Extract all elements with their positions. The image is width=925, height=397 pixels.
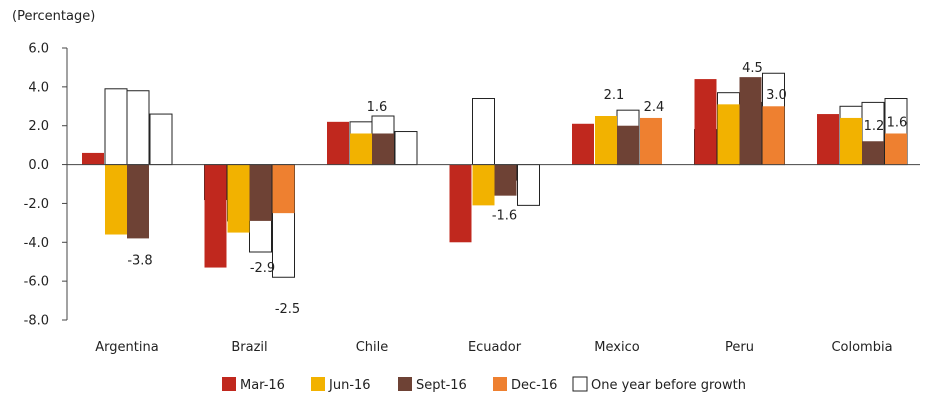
bar-dec-16 — [640, 117, 662, 165]
data-label: -3.8 — [127, 253, 152, 268]
data-label: 4.5 — [742, 61, 763, 76]
prior-bar — [394, 131, 418, 166]
bar-sept-16 — [249, 164, 272, 221]
main-bars — [82, 77, 907, 268]
data-label: 3.0 — [766, 88, 787, 103]
bar-jun-16 — [472, 164, 495, 206]
legend-item: One year before growth — [572, 376, 746, 393]
y-tick-label: 2.0 — [28, 119, 49, 134]
bar-mar-16 — [82, 152, 104, 165]
bar-mar-16 — [449, 164, 472, 243]
y-tick-label: 4.0 — [28, 80, 49, 95]
prior-bar — [472, 98, 495, 166]
bar-sept-16 — [372, 133, 394, 165]
y-tick-label: -8.0 — [24, 314, 49, 329]
bar-sept-16 — [617, 125, 639, 165]
bar-mar-16 — [572, 123, 594, 165]
data-label: -2.5 — [275, 302, 300, 317]
annotations: -3.8-2.9-2.51.6-1.62.12.44.53.01.2 1.6 — [127, 61, 907, 317]
legend-label: One year before growth — [591, 378, 746, 393]
legend-swatch — [222, 377, 236, 391]
prior-bar — [126, 90, 150, 166]
bar-sept-16 — [862, 141, 884, 165]
x-tick-label: Mexico — [594, 340, 639, 355]
bar-mar-16 — [817, 114, 839, 165]
data-label: 2.4 — [644, 100, 665, 115]
prior-bar — [104, 88, 128, 166]
legend-label: Sept-16 — [416, 378, 467, 393]
bar-sept-16 — [739, 77, 762, 165]
bar-jun-16 — [840, 117, 862, 165]
x-tick-label: Brazil — [231, 340, 267, 355]
legend-swatch — [311, 377, 325, 391]
x-tick-label: Chile — [356, 340, 389, 355]
y-tick-label: 0.0 — [28, 158, 49, 173]
data-label: 2.1 — [604, 88, 625, 103]
bar-mar-16 — [694, 79, 717, 165]
y-tick-label: -4.0 — [24, 236, 49, 251]
legend: Mar-16 Jun-16 Sept-16 Dec-16 One year before… — [222, 376, 746, 393]
data-label: 1.6 — [887, 115, 908, 130]
legend-item: Sept-16 — [398, 377, 467, 393]
bar-jun-16 — [227, 164, 250, 233]
bar-sept-16 — [494, 164, 517, 196]
unit-label: (Percentage) — [12, 9, 95, 24]
bar-dec-16 — [885, 133, 907, 165]
x-axis-labels: Argentina Brazil Chile Ecuador Mexico Peru Col… — [95, 340, 892, 355]
bar-jun-16 — [105, 164, 127, 235]
x-tick-label: Argentina — [95, 340, 158, 355]
data-label: 1.2 — [864, 119, 885, 134]
bar-mar-16 — [204, 164, 227, 268]
y-axis: 6.0 4.0 2.0 0.0 -2.0 -4.0 -6.0 -8.0 — [24, 42, 68, 329]
bar-dec-16 — [762, 106, 785, 165]
legend-label: Mar-16 — [240, 378, 285, 393]
prior-bar — [517, 164, 540, 206]
bar-sept-16 — [127, 164, 149, 239]
legend-item: Dec-16 — [493, 377, 557, 393]
x-tick-label: Colombia — [831, 340, 892, 355]
bar-jun-16 — [350, 133, 372, 165]
x-tick-label: Peru — [725, 340, 754, 355]
bar-jun-16 — [595, 116, 617, 165]
x-tick-label: Ecuador — [468, 340, 522, 355]
bar-jun-16 — [717, 104, 740, 165]
legend-swatch — [572, 376, 588, 392]
y-tick-label: 6.0 — [28, 42, 49, 57]
legend-swatch — [493, 377, 507, 391]
legend-item: Mar-16 — [222, 377, 285, 393]
y-tick-label: -2.0 — [24, 197, 49, 212]
legend-swatch — [398, 377, 412, 391]
prior-bar — [149, 113, 173, 166]
data-label: -2.9 — [250, 261, 275, 276]
legend-label: Dec-16 — [511, 378, 557, 393]
data-label: -1.6 — [492, 209, 517, 224]
legend-item: Jun-16 — [311, 377, 371, 393]
bar-mar-16 — [327, 121, 349, 165]
data-label: 1.6 — [367, 100, 388, 115]
legend-label: Jun-16 — [328, 378, 371, 393]
y-tick-label: -6.0 — [24, 275, 49, 290]
bar-dec-16 — [272, 164, 295, 214]
